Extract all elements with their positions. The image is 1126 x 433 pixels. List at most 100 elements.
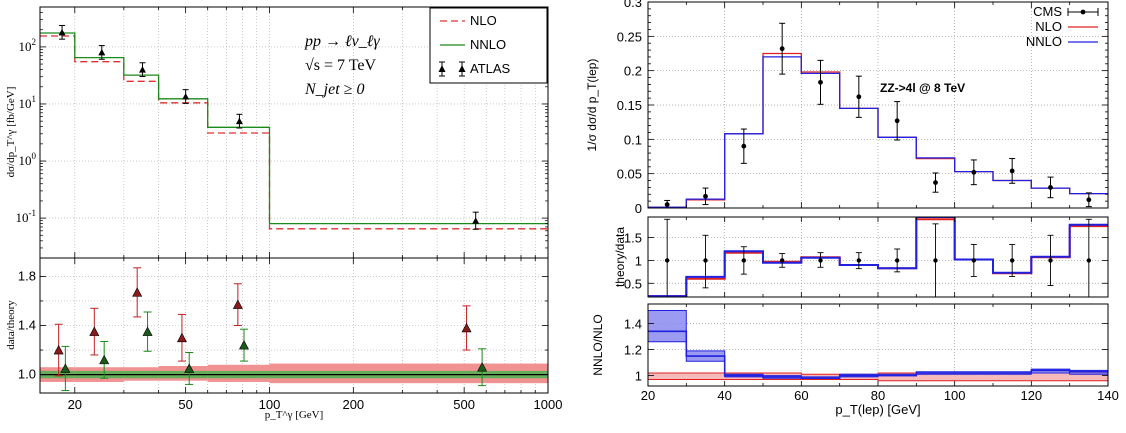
y-tick-label: 1.2 xyxy=(624,343,642,358)
y-tick-label: 1.4 xyxy=(624,317,642,332)
cms-point xyxy=(818,79,823,85)
x-tick-label: 1000 xyxy=(534,397,563,412)
atlas-point xyxy=(472,217,480,224)
y-tick-label: 0.3 xyxy=(624,0,642,10)
left-main-legend: NLO NNLO ATLAS xyxy=(429,7,548,84)
atlas-point xyxy=(235,117,243,125)
ratio-point-nnlo xyxy=(238,339,249,350)
right-ratio1-data-points xyxy=(664,218,1092,298)
series-nnlo-step xyxy=(648,56,1108,208)
left-ratio-bands xyxy=(40,363,548,384)
legend-swatch-cms-marker xyxy=(1080,9,1086,15)
legend-label-atlas: ATLAS xyxy=(470,61,511,76)
ratio-point xyxy=(856,258,862,263)
y-tick-label: 0 xyxy=(635,201,642,216)
x-tick-label: 100 xyxy=(944,388,966,403)
right-ratio2-panel: 1 1.2 1.4 20 40 60 80 100 120 140 NNLO/NLO p_T(l… xyxy=(591,303,1119,417)
atlas-point xyxy=(98,48,106,56)
ratio-point-nlo xyxy=(53,344,64,355)
cms-point xyxy=(971,169,977,175)
right-main-y-label: 1/σ dσ/d p_T(lep) xyxy=(585,59,599,152)
cms-point xyxy=(1009,168,1015,174)
x-tick-label: 20 xyxy=(641,388,655,403)
atlas-point xyxy=(182,93,190,100)
legend-label-nnlo: NNLO xyxy=(1026,34,1062,49)
x-tick-label: 200 xyxy=(342,397,364,412)
ratio-point-nnlo xyxy=(184,363,195,373)
left-ratio-x-label: p_T^γ [GeV] xyxy=(265,409,324,421)
ratio-point xyxy=(1048,258,1053,263)
band-nlo-segment xyxy=(954,372,993,381)
right-ratio2-y-label: NNLO/NLO xyxy=(591,314,605,375)
ratio-point-nlo xyxy=(461,322,472,333)
y-tick-label: 1.4 xyxy=(18,318,36,333)
left-main-series xyxy=(40,32,548,230)
right-main-y-tick-labels: 0 0.05 0.1 0.15 0.2 0.25 0.3 xyxy=(617,0,642,216)
cms-point xyxy=(664,202,670,207)
ratio-point xyxy=(894,258,900,263)
right-ratio1-ticks xyxy=(647,217,1109,297)
cms-point xyxy=(1048,185,1053,190)
y-tick-label: 0.5 xyxy=(624,276,642,291)
legend-swatch-atlas-marker xyxy=(438,65,446,72)
x-tick-label: 100 xyxy=(259,397,281,412)
left-main-y-tick-labels: 10-1 100 101 102 xyxy=(16,37,37,225)
x-tick-label: 500 xyxy=(453,397,475,412)
x-tick-label: 140 xyxy=(1097,388,1119,403)
x-tick-label: 60 xyxy=(794,388,808,403)
atlas-point xyxy=(58,28,66,36)
band-nlo-segment xyxy=(1069,372,1108,381)
y-tick-label: 102 xyxy=(19,37,37,54)
process-label: pp → ℓν_ℓγ xyxy=(304,33,380,50)
right-main-ticks xyxy=(647,1,1109,209)
x-tick-label: 50 xyxy=(178,397,192,412)
y-tick-label: 0.05 xyxy=(617,167,642,182)
legend-label-nlo: NLO xyxy=(1035,19,1062,34)
series-nnlo-step xyxy=(648,217,1108,297)
band-nlo-segment xyxy=(1031,372,1070,381)
right-ratio1-panel: 0.5 1 1.5 theory/data xyxy=(613,216,1109,298)
left-main-y-label: dσ/dp_T^γ [fb/GeV] xyxy=(5,87,17,178)
cms-point xyxy=(779,46,785,52)
x-tick-label: 80 xyxy=(871,388,885,403)
ratio-point xyxy=(741,258,747,263)
y-tick-label: 1 xyxy=(635,253,642,268)
band-nnlo-central xyxy=(648,330,1108,379)
ratio-point xyxy=(933,258,938,263)
left-main-annotation: pp → ℓν_ℓγ √s = 7 TeV N_jet ≥ 0 xyxy=(304,33,380,98)
ratio-point-nlo xyxy=(176,332,187,343)
right-ratio1-y-label: theory/data xyxy=(613,227,627,287)
ratio-point xyxy=(1009,258,1015,263)
series-nnlo-step xyxy=(40,32,548,225)
x-tick-label: 40 xyxy=(717,388,731,403)
left-ratio-data-points xyxy=(53,267,488,392)
y-tick-label: 101 xyxy=(19,94,37,111)
legend-label-cms: CMS xyxy=(1033,4,1062,19)
legend-swatch-atlas-marker xyxy=(458,65,466,72)
y-tick-label: 0.25 xyxy=(617,29,642,44)
right-ratio2-ticks xyxy=(647,304,1109,386)
right-main-panel: 0 0.05 0.1 0.15 0.2 0.25 0.3 1/σ dσ/d p_T(lep)… xyxy=(585,0,1109,216)
band-nnlo-segment xyxy=(648,310,687,342)
y-tick-label: 0.2 xyxy=(624,64,642,79)
ratio-point-nnlo xyxy=(142,326,153,336)
y-tick-label: 1 xyxy=(635,369,642,384)
cms-point xyxy=(1086,197,1092,203)
ratio-point-nlo xyxy=(232,299,243,309)
right-ratio2-y-tick-labels: 1 1.2 1.4 xyxy=(624,317,642,384)
band-nlo-lower-edge xyxy=(648,379,1108,382)
cms-point xyxy=(741,143,747,149)
ratio-point xyxy=(664,258,670,263)
left-main-data-points xyxy=(58,24,480,230)
ratio-point xyxy=(818,258,823,263)
y-tick-label: 1.5 xyxy=(624,231,642,246)
ratio-point-nnlo xyxy=(99,354,110,365)
ratio-point xyxy=(971,258,977,263)
left-ratio-ticks xyxy=(40,258,548,393)
ratio-point-nnlo xyxy=(477,362,488,372)
ratio-point xyxy=(1086,258,1092,263)
ratio-point-nlo xyxy=(89,326,100,336)
left-ratio-panel: 1.01.41.8 20 50 100 200 500 1000 data/theory … xyxy=(5,257,563,421)
cms-point xyxy=(894,118,900,124)
